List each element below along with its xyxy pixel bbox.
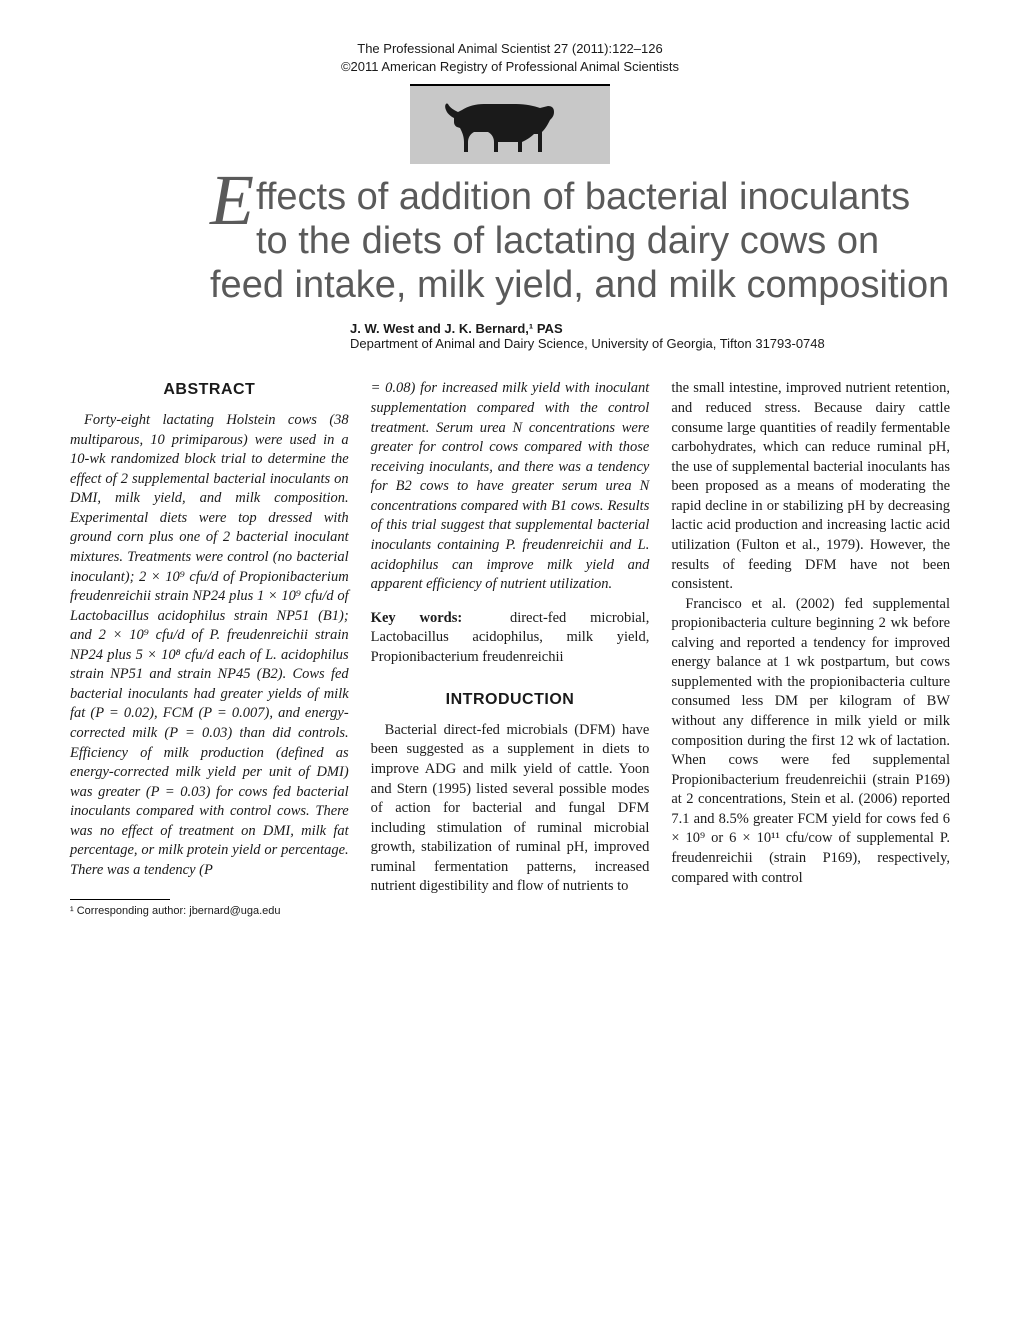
footnote-rule <box>70 899 170 900</box>
title-block: Effects of addition of bacterial inocula… <box>210 176 950 351</box>
abstract-heading: ABSTRACT <box>70 379 349 401</box>
affiliation: Department of Animal and Dairy Science, … <box>350 336 950 351</box>
footnote-marker: ¹ <box>70 905 74 917</box>
intro-para-2: Francisco et al. (2002) fed supplemental… <box>671 595 950 888</box>
cow-silhouette-icon <box>440 94 580 156</box>
authors: J. W. West and J. K. Bernard,¹ PAS <box>350 321 950 336</box>
title-rest: ffects of addition of bacterial inoculan… <box>210 176 949 305</box>
copyright-line: ©2011 American Registry of Professional … <box>70 58 950 76</box>
keywords-block: Key words: direct-fed microbial, Lactoba… <box>371 609 650 668</box>
corresponding-author-footnote: ¹ Corresponding author: jbernard@uga.edu <box>70 904 349 919</box>
keywords-label: Key words: <box>371 610 463 626</box>
abstract-text: Forty-eight lactating Holstein cows (38 … <box>70 411 349 881</box>
journal-line: The Professional Animal Scientist 27 (20… <box>70 40 950 58</box>
introduction-heading: INTRODUCTION <box>371 689 650 711</box>
cow-icon-box <box>410 84 610 164</box>
column-1: ABSTRACT Forty-eight lactating Holstein … <box>70 379 349 918</box>
journal-metadata: The Professional Animal Scientist 27 (20… <box>70 40 950 76</box>
abstract-continuation: = 0.08) for increased milk yield with in… <box>371 379 650 594</box>
title-drop-cap: E <box>210 172 254 230</box>
column-3: the small intestine, improved nutrient r… <box>671 379 950 918</box>
article-title: Effects of addition of bacterial inocula… <box>210 176 950 307</box>
footnote-text: Corresponding author: jbernard@uga.edu <box>77 905 281 917</box>
intro-para-1: Bacterial direct-fed microbials (DFM) ha… <box>371 721 650 897</box>
intro-para-1-cont: the small intestine, improved nutrient r… <box>671 379 950 594</box>
column-2: = 0.08) for increased milk yield with in… <box>371 379 650 918</box>
body-columns: ABSTRACT Forty-eight lactating Holstein … <box>70 379 950 918</box>
